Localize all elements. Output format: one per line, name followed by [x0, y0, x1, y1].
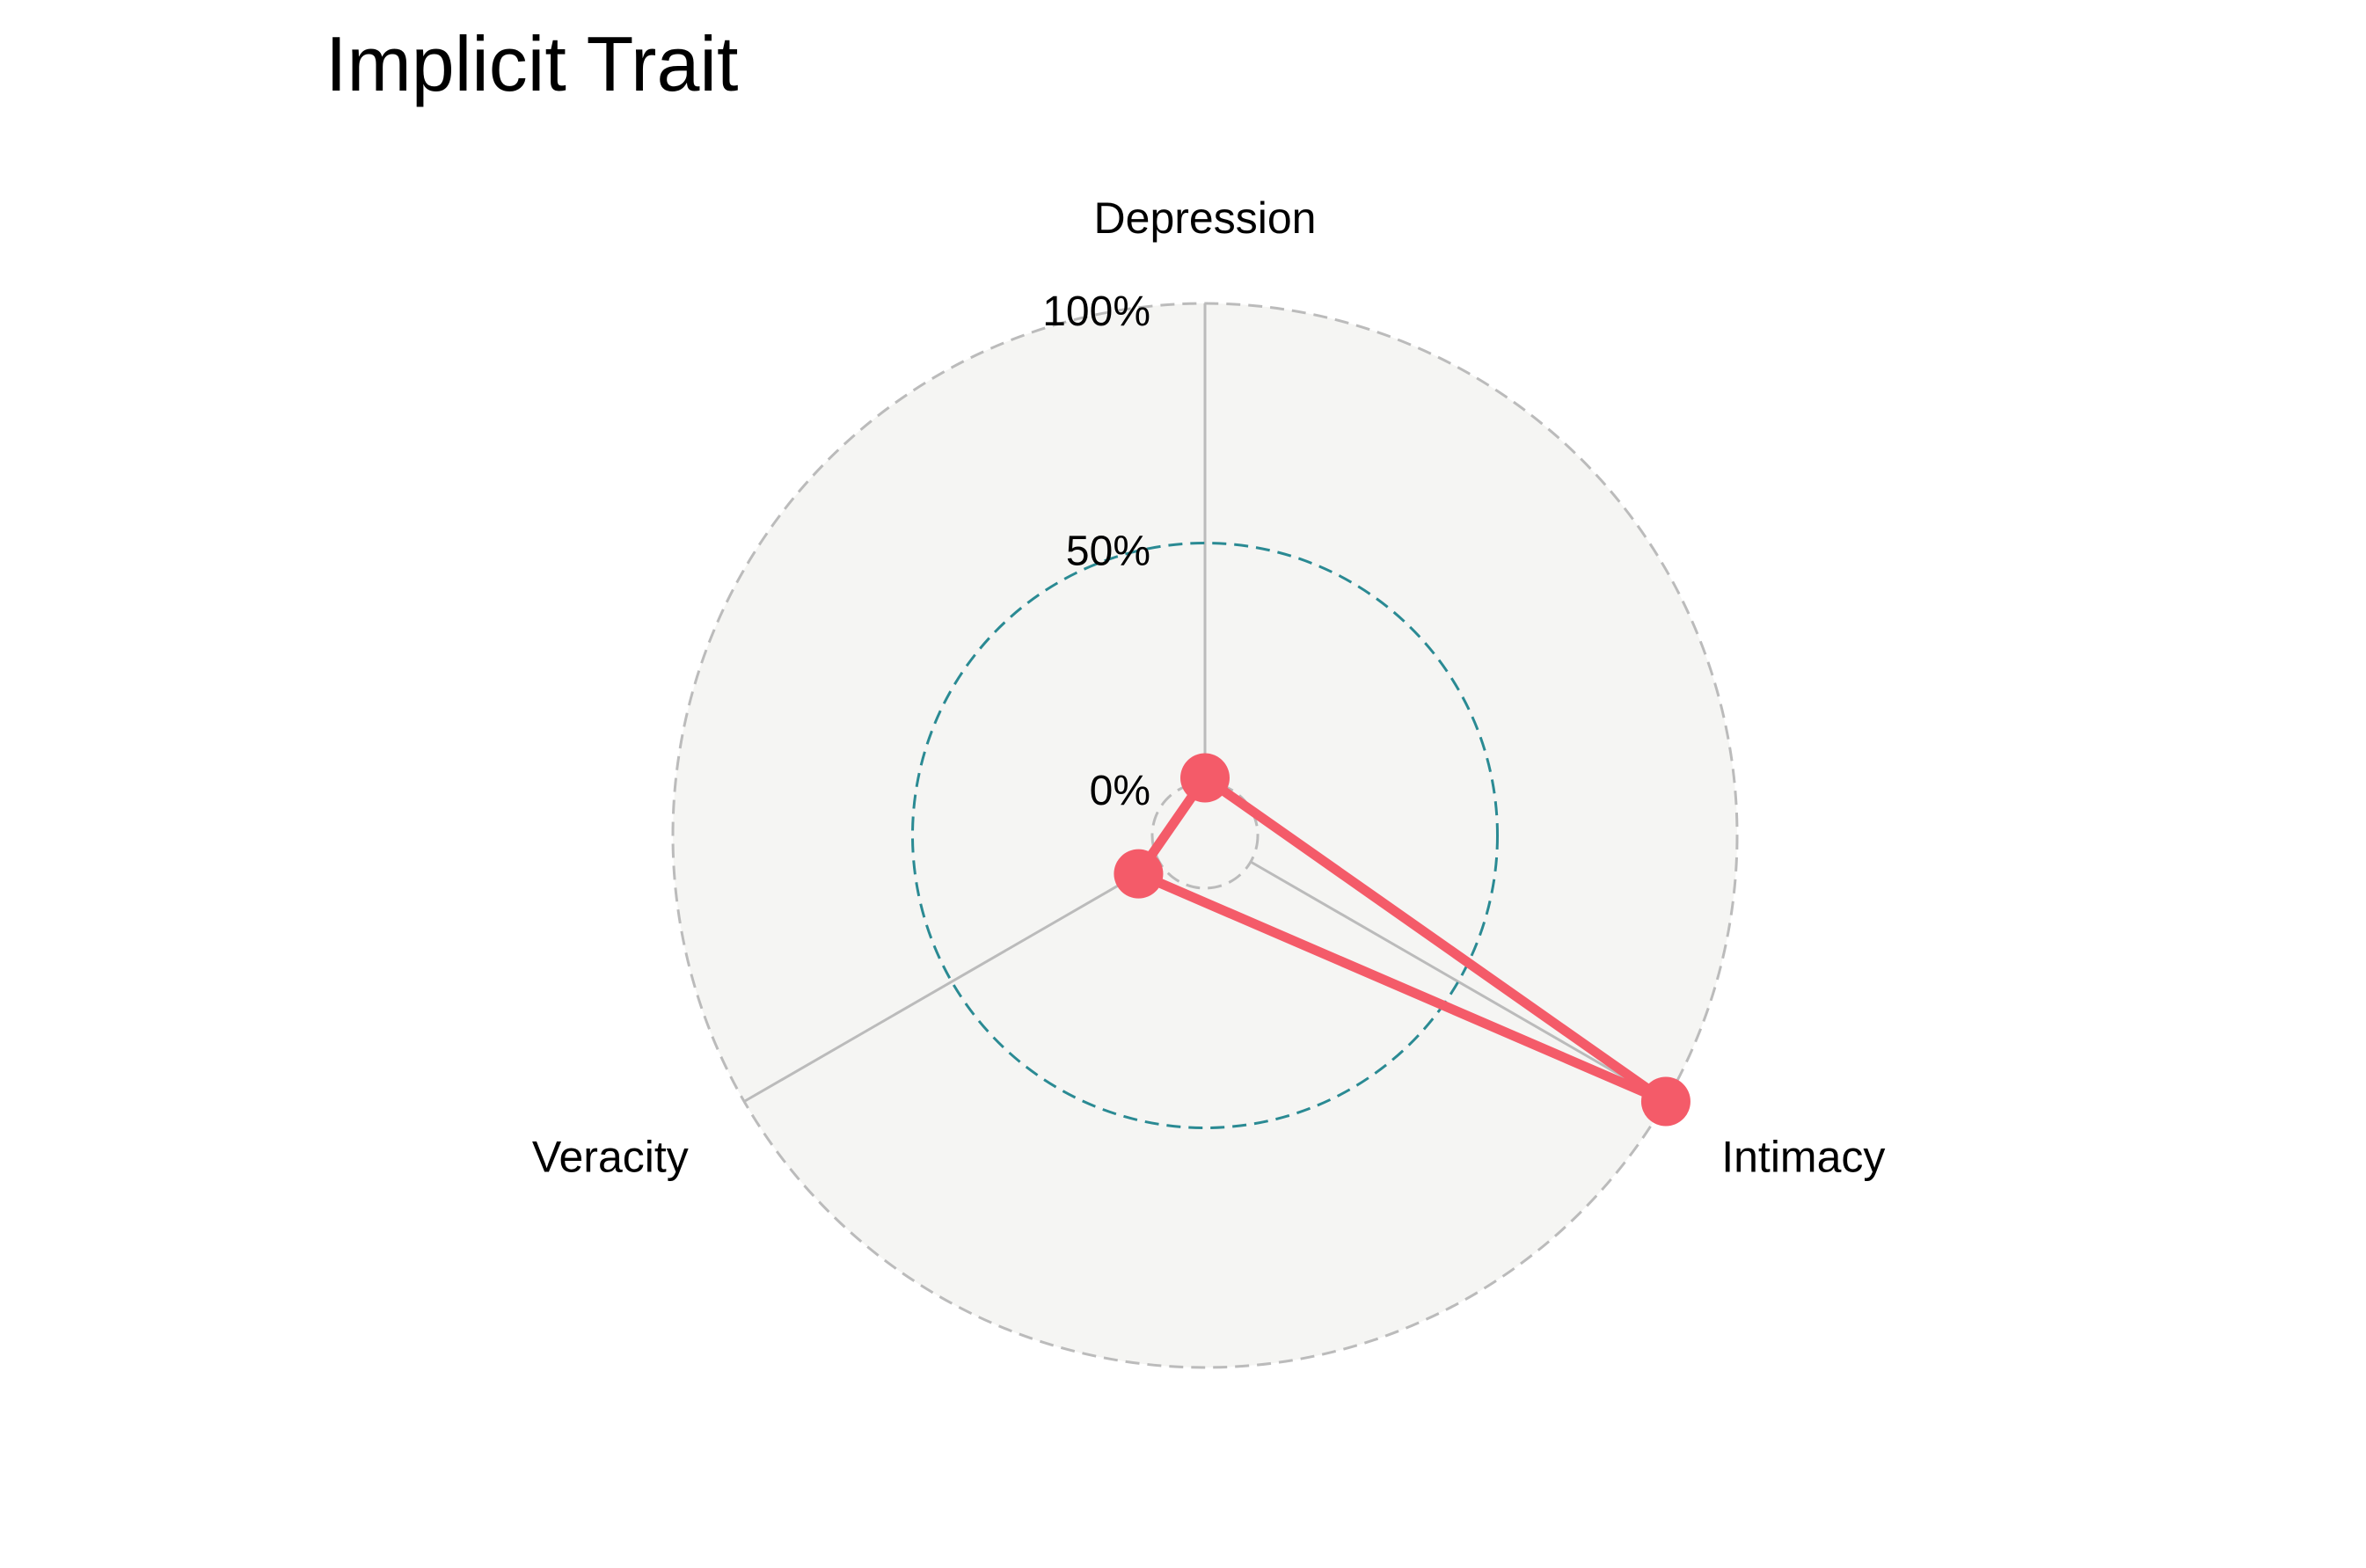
- radial-tick-label: 100%: [1042, 288, 1150, 335]
- data-point-veracity: [1114, 849, 1164, 899]
- chart-title: Implicit Trait: [325, 20, 739, 107]
- data-point-depression: [1180, 753, 1230, 803]
- axis-label: Depression: [1094, 193, 1317, 243]
- radial-tick-label: 0%: [1090, 768, 1150, 814]
- data-point-intimacy: [1640, 1076, 1691, 1127]
- axis-label: Intimacy: [1721, 1133, 1885, 1182]
- radial-tick-label: 50%: [1066, 529, 1150, 575]
- plot-background: [673, 303, 1737, 1367]
- axis-label: Veracity: [532, 1133, 689, 1182]
- axis-spoke-veracity: [743, 860, 1160, 1103]
- grid-ring-2: [671, 302, 1739, 1369]
- series-line: [1133, 773, 1671, 1106]
- grid-ring-1: [911, 542, 1499, 1129]
- axis-spoke-intimacy: [1250, 860, 1667, 1103]
